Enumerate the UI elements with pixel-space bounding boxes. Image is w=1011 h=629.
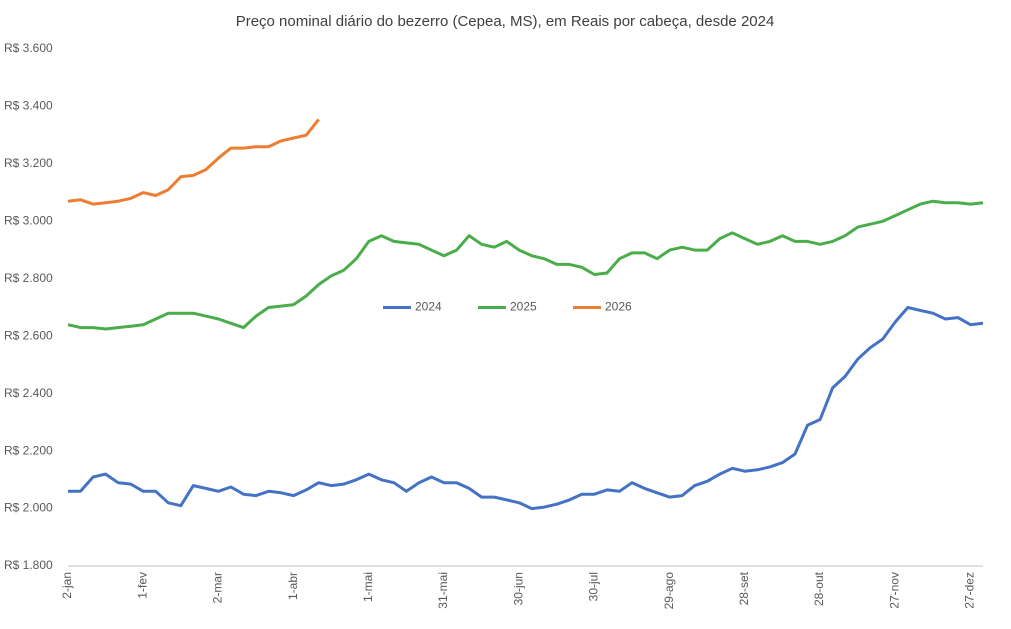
- legend-label: 2024: [415, 300, 442, 314]
- x-tick-label: 2-mar: [211, 572, 225, 603]
- series-line: [67, 199, 984, 331]
- y-tick-label: R$ 2.800: [4, 271, 53, 285]
- x-tick-label: 2-jan: [60, 572, 74, 599]
- chart-title: Preço nominal diário do bezerro (Cepea, …: [236, 13, 775, 30]
- y-tick-label: R$ 1.800: [4, 558, 53, 572]
- y-tick-label: R$ 3.200: [4, 156, 53, 170]
- legend-label: 2025: [510, 300, 537, 314]
- x-tick-label: 1-mai: [361, 572, 375, 602]
- x-tick-label: 1-fev: [135, 572, 149, 599]
- x-tick-label: 28-set: [737, 571, 751, 605]
- y-tick-label: R$ 2.200: [4, 443, 53, 457]
- y-tick-label: R$ 2.400: [4, 386, 53, 400]
- y-tick-label: R$ 3.400: [4, 99, 53, 113]
- x-tick-label: 30-jul: [587, 572, 601, 601]
- x-tick-label: 1-abr: [286, 572, 300, 600]
- x-tick-label: 27-dez: [963, 572, 977, 609]
- series-line: [67, 118, 320, 206]
- legend-label: 2026: [605, 300, 632, 314]
- y-tick-label: R$ 2.600: [4, 328, 53, 342]
- x-tick-label: 27-nov: [887, 572, 901, 609]
- x-tick-label: 29-ago: [662, 572, 676, 610]
- series-line: [68, 306, 984, 511]
- y-tick-label: R$ 2.000: [4, 501, 53, 515]
- x-tick-label: 28-out: [812, 571, 826, 606]
- y-tick-label: R$ 3.000: [4, 214, 53, 228]
- y-tick-label: R$ 3.600: [4, 41, 53, 55]
- x-tick-label: 31-mai: [436, 572, 450, 609]
- x-tick-label: 30-jun: [511, 572, 525, 605]
